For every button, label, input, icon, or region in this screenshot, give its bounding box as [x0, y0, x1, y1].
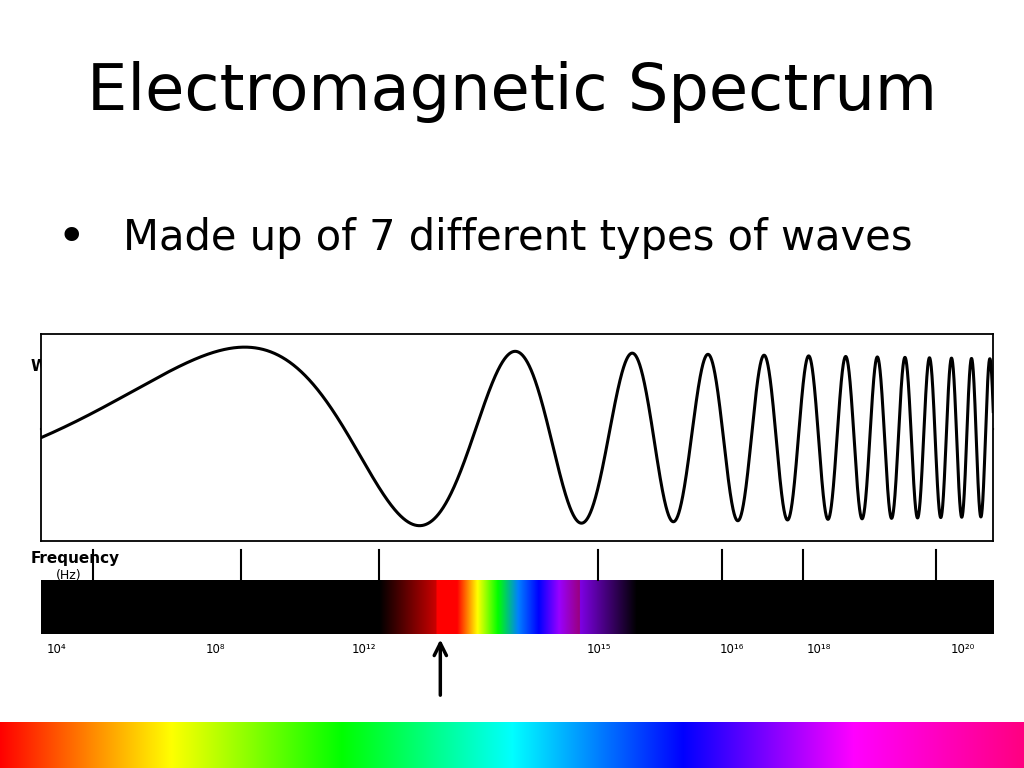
Text: 10³: 10³ [46, 455, 67, 468]
Text: 10²⁰: 10²⁰ [950, 644, 975, 656]
Text: (Hz): (Hz) [56, 569, 82, 582]
Text: Wavelength: Wavelength [31, 359, 133, 374]
Text: 10⁻⁶: 10⁻⁶ [463, 455, 489, 468]
Text: 10⁻⁸: 10⁻⁸ [586, 455, 612, 468]
Text: 10⁴: 10⁴ [46, 644, 67, 656]
Text: 10⁻¹⁰: 10⁻¹⁰ [717, 455, 748, 468]
Text: Microwave: Microwave [183, 398, 247, 411]
Text: 10⁻²: 10⁻² [202, 455, 228, 468]
Text: (metres): (metres) [56, 376, 110, 389]
Text: Infrared: Infrared [340, 398, 387, 411]
Text: 10¹⁵: 10¹⁵ [587, 644, 611, 656]
Text: 10¹²: 10¹² [351, 644, 376, 656]
Text: 10¹⁶: 10¹⁶ [720, 644, 744, 656]
Text: Gamma Ray: Gamma Ray [860, 398, 932, 411]
Text: X-Ray: X-Ray [715, 398, 750, 411]
Text: Made up of 7 different types of waves: Made up of 7 different types of waves [123, 217, 912, 259]
Text: 10⁻⁵: 10⁻⁵ [350, 455, 377, 468]
Text: 10⁻¹²: 10⁻¹² [881, 455, 911, 468]
Text: Ultraviolet: Ultraviolet [568, 398, 630, 411]
Text: Visible: Visible [457, 398, 496, 411]
Text: THE ELECTRO MAGNETIC SPECTRUM: THE ELECTRO MAGNETIC SPECTRUM [391, 341, 633, 354]
Text: Electromagnetic Spectrum: Electromagnetic Spectrum [87, 61, 937, 124]
Text: 10⁸: 10⁸ [205, 644, 225, 656]
Text: 10¹⁸: 10¹⁸ [807, 644, 831, 656]
Text: Radio: Radio [40, 398, 73, 411]
Text: Frequency: Frequency [31, 551, 120, 566]
Text: •: • [57, 214, 86, 262]
